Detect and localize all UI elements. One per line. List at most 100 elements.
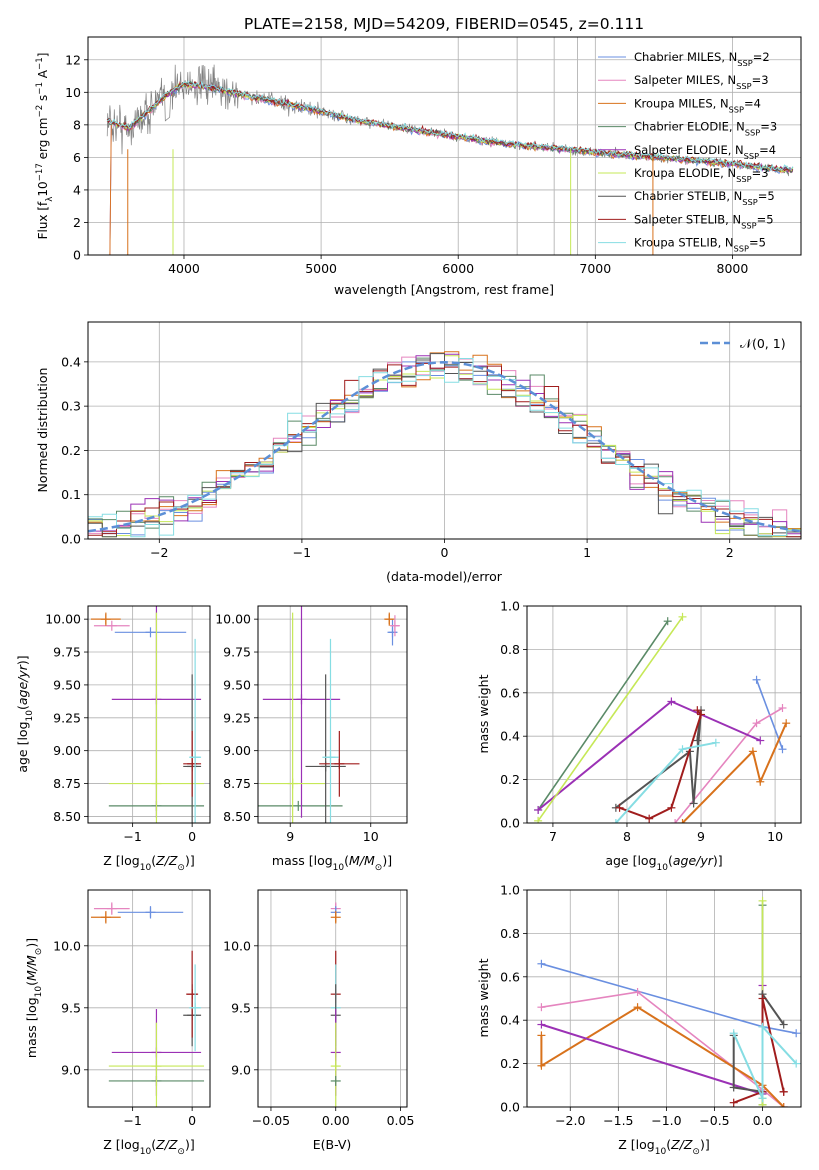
weight-vs-age-xlabel-part: age/yr [673, 853, 714, 868]
spectrum-plot-area [106, 37, 794, 255]
mass-vs-Z-ylabel-part: ( [24, 981, 39, 986]
legend-label-kroupa_stelib: Kroupa STELIB, NSSP=5 [634, 236, 766, 254]
weight-vs-Z-xlabel: Z [log10(Z/Z⊙)] [618, 1137, 709, 1157]
mass-vs-Z-xlabel-part: ( [151, 1137, 156, 1152]
age_vs_mass-frame [257, 605, 408, 824]
legend-label-kroupa_elodie-part: SSP [736, 174, 751, 184]
age-vs-mass-xlabel-part: 10 [333, 863, 345, 873]
weight_vs_age-ytick-label: 1.0 [500, 599, 520, 614]
spectrum-ytick-label: 2 [73, 215, 81, 230]
legend-label-kroupa_stelib-part: Kroupa STELIB, N [634, 236, 734, 250]
legend-label-chabrier_miles-part: SSP [737, 58, 752, 68]
weight-vs-Z-xlabel-part: Z/Z [670, 1137, 693, 1152]
weight_vs_Z-xtick-label: −2.0 [555, 1113, 585, 1128]
mass-vs-Z-xlabel-part: ⊙ [177, 1147, 185, 1157]
weight_vs_age-ytick-label: 0.0 [500, 816, 520, 831]
weight-vs-age-xlabel-part: ( [668, 853, 673, 868]
mass_vs_Z-point-salpeter_stelib [186, 950, 199, 1038]
age-vs-Z-xlabel-part: ⊙ [177, 863, 185, 873]
age_vs_mass-ytick-label: 8.50 [223, 809, 251, 824]
mass_vs_Z-point-salpeter_miles [93, 902, 130, 915]
age_vs_Z-xtick-label: 0 [188, 829, 196, 844]
weight_vs_Z-line-salpeter_miles [541, 991, 785, 1107]
age_vs_mass-point-kroupa_stelib [322, 638, 339, 823]
mass-vs-Z-xlabel-part: 10 [140, 1147, 152, 1157]
weight_vs_age-line-chabrier_elodie [537, 620, 669, 811]
age-vs-mass-xlabel-part: M/M [349, 853, 375, 868]
mass_vs_ebv-ytick-label: 10.0 [223, 938, 251, 953]
spectrum-ylabel-part: λ [45, 197, 55, 202]
spectrum-ylabel-part: s [36, 95, 50, 105]
spectrum-ytick-label: 10 [65, 85, 81, 100]
age_vs_Z-point-kroupa_miles [90, 612, 121, 626]
legend-label-chabrier_stelib-part: Chabrier STELIB, N [634, 189, 742, 203]
weight_vs_Z-ytick-label: 1.0 [500, 883, 520, 898]
weight-vs-age-ylabel: mass weight [476, 674, 491, 753]
spectrum-xtick-label: 4000 [168, 261, 200, 276]
age_vs_Z-frame [87, 605, 211, 824]
mass_vs_Z-point-chabrier_miles [117, 906, 184, 919]
legend-label-chabrier_miles: Chabrier MILES, NSSP=2 [634, 50, 770, 68]
mass-vs-Z-ylabel: mass [log10(M/M⊙)] [24, 938, 44, 1058]
residuals-xtick-label: 2 [726, 545, 734, 560]
weight_vs_age-ytick-label: 0.4 [500, 729, 520, 744]
residual-histogram-kroupa_stelib [88, 358, 801, 538]
weight-vs-Z-xlabel-part: Z [log [618, 1137, 654, 1152]
age_vs_Z-ytick-label: 8.75 [53, 776, 81, 791]
weight_vs_Z-xtick-label: −0.5 [699, 1113, 729, 1128]
spectrum-ytick-label: 12 [65, 52, 81, 67]
age_vs_Z-plot-area [90, 606, 205, 823]
legend-label-kroupa_elodie: Kroupa ELODIE, NSSP=3 [634, 166, 769, 184]
age_vs_mass-ytick-label: 9.75 [223, 645, 251, 660]
legend-label-chabrier_elodie-part: Chabrier ELODIE, N [634, 120, 745, 134]
residuals-plot-area [88, 351, 801, 538]
age-vs-Z-ylabel-part: age [log [15, 721, 30, 772]
weight_vs_Z-frame [526, 889, 802, 1108]
spectrum-axes: 4000 5000 6000 7000 8000 0 2 4 6 8 10 12 Chabrier MI… [35, 36, 802, 297]
mass_vs_Z-ytick-label: 10.0 [53, 938, 81, 953]
legend-label-salpeter_stelib-part: SSP [741, 220, 756, 230]
residuals-legend: 𝒩(0, 1) [700, 336, 786, 351]
age_vs_Z-ytick-label: 9.00 [53, 743, 81, 758]
spectrum-title: PLATE=2158, MJD=54209, FIBERID=0545, z=0… [244, 15, 644, 33]
mass-vs-Z-ylabel-part: M/M [24, 955, 39, 981]
residuals-xtick-label: 0 [441, 545, 449, 560]
legend-label-chabrier_elodie-part: =3 [760, 120, 777, 134]
spectrum-ylabel-part: 10 [36, 181, 50, 196]
legend-label-salpeter_miles-part: Salpeter MILES, N [634, 73, 736, 87]
spectrum-ytick-label: 6 [73, 150, 81, 165]
residuals-xtick-label: −2 [150, 545, 168, 560]
age_vs_mass-ytick-label: 9.25 [223, 710, 251, 725]
age_vs_Z-ytick-label: 9.25 [53, 710, 81, 725]
weight-vs-Z-xlabel-part: ⊙ [692, 1147, 700, 1157]
age-vs-Z-ylabel-part: age/yr [15, 664, 30, 705]
mass_vs_Z-axes: −1 09.09.510.0Z [log10(Z/Z⊙)]mass [log10(… [24, 889, 211, 1157]
spectrum-ylabel: Flux [fλ10−17 erg cm−2 s−1 A−1] [35, 53, 55, 240]
weight_vs_age-line-kroupa_elodie [537, 616, 684, 822]
weight_vs_age-xtick-label: 10 [767, 829, 783, 844]
mass-vs-Z-xlabel: Z [log10(Z/Z⊙)] [103, 1137, 194, 1157]
age_vs_mass-ytick-label: 10.00 [215, 612, 251, 627]
weight_vs_age-line-salpeter_stelib [619, 709, 703, 820]
age-vs-Z-xlabel-part: Z [log [103, 853, 139, 868]
mass-vs-Z-ylabel-part: )] [24, 938, 39, 948]
spectrum-xtick-label: 7000 [579, 261, 611, 276]
weight_vs_age-xtick-label: 7 [549, 829, 557, 844]
legend-label-chabrier_miles-part: =2 [753, 50, 770, 64]
mass_vs_ebv-ytick-label: 9.0 [231, 1062, 251, 1077]
weight_vs_age-ytick-label: 0.6 [500, 685, 520, 700]
mass_vs_Z-plot-area [90, 902, 205, 1107]
residuals-axes: −2 −1 0 1 2 0.0 0.1 0.2 0.3 0.4 𝒩(0, 1) (data-model… [35, 321, 802, 584]
residuals-xtick-label: −1 [293, 545, 311, 560]
age_vs_mass-point-kroupa_miles [384, 612, 395, 626]
spectrum-xtick-label: 8000 [717, 261, 749, 276]
mass_vs_ebv-panel: −0.05 0.00 0.05 9.0 9.5 10.0 E(B-V) [223, 889, 414, 1152]
spectrum-ylabel-part: Flux [f [36, 201, 50, 239]
legend-label-salpeter_stelib: Salpeter STELIB, NSSP=5 [634, 212, 774, 230]
weight-vs-Z-ylabel: mass weight [476, 958, 491, 1037]
residuals-ytick-label: 0.0 [61, 532, 81, 547]
weight_vs_Z-xtick-label: 0.0 [753, 1113, 773, 1128]
age_vs_mass-ytick-label: 9.00 [223, 743, 251, 758]
age_vs_Z-point-chabrier_miles [114, 627, 187, 638]
